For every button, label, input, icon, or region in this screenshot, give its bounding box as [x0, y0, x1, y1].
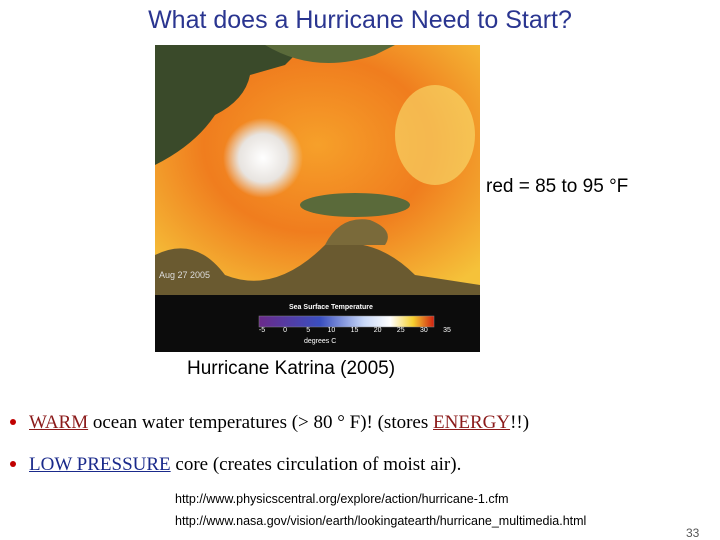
- bullet: LOW PRESSURE core (creates circulation o…: [10, 454, 461, 476]
- scale-label: 20: [373, 327, 382, 334]
- highlight: ENERGY: [433, 412, 511, 433]
- bullet-dot: [10, 419, 16, 425]
- bullet: WARM ocean water temperatures (> 80 ° F)…: [10, 412, 529, 434]
- link[interactable]: http://www.physicscentral.org/explore/ac…: [175, 492, 509, 506]
- link[interactable]: http://www.nasa.gov/vision/earth/looking…: [175, 514, 587, 528]
- highlight: WARM: [29, 412, 89, 433]
- text: ocean water temperatures (> 80 ° F)! (st…: [88, 412, 434, 433]
- satellite-image: [155, 45, 480, 352]
- page-number: 33: [686, 526, 700, 540]
- scale-label: -5: [258, 327, 266, 334]
- scale-label: 5: [306, 327, 311, 334]
- note: red = 85 to 95 °F: [486, 176, 629, 197]
- scale-label: 25: [396, 327, 405, 334]
- image-legend-title: Sea Surface Temperature: [289, 304, 373, 311]
- scale-label: 15: [350, 327, 359, 334]
- text: !!): [510, 412, 530, 433]
- scale-label: 0: [283, 327, 288, 334]
- highlight: LOW PRESSURE: [29, 454, 171, 475]
- caption: Hurricane Katrina (2005): [187, 358, 396, 379]
- title: What does a Hurricane Need to Start?: [148, 6, 572, 34]
- image-date: Aug 27 2005: [159, 270, 211, 280]
- image-scale-unit: degrees C: [304, 338, 337, 345]
- text: core (creates circulation of moist air).: [170, 454, 462, 475]
- scale-label: 30: [419, 327, 428, 334]
- scale-label: 35: [443, 327, 451, 334]
- bullet-dot: [10, 461, 16, 467]
- scale-label: 10: [327, 327, 336, 334]
